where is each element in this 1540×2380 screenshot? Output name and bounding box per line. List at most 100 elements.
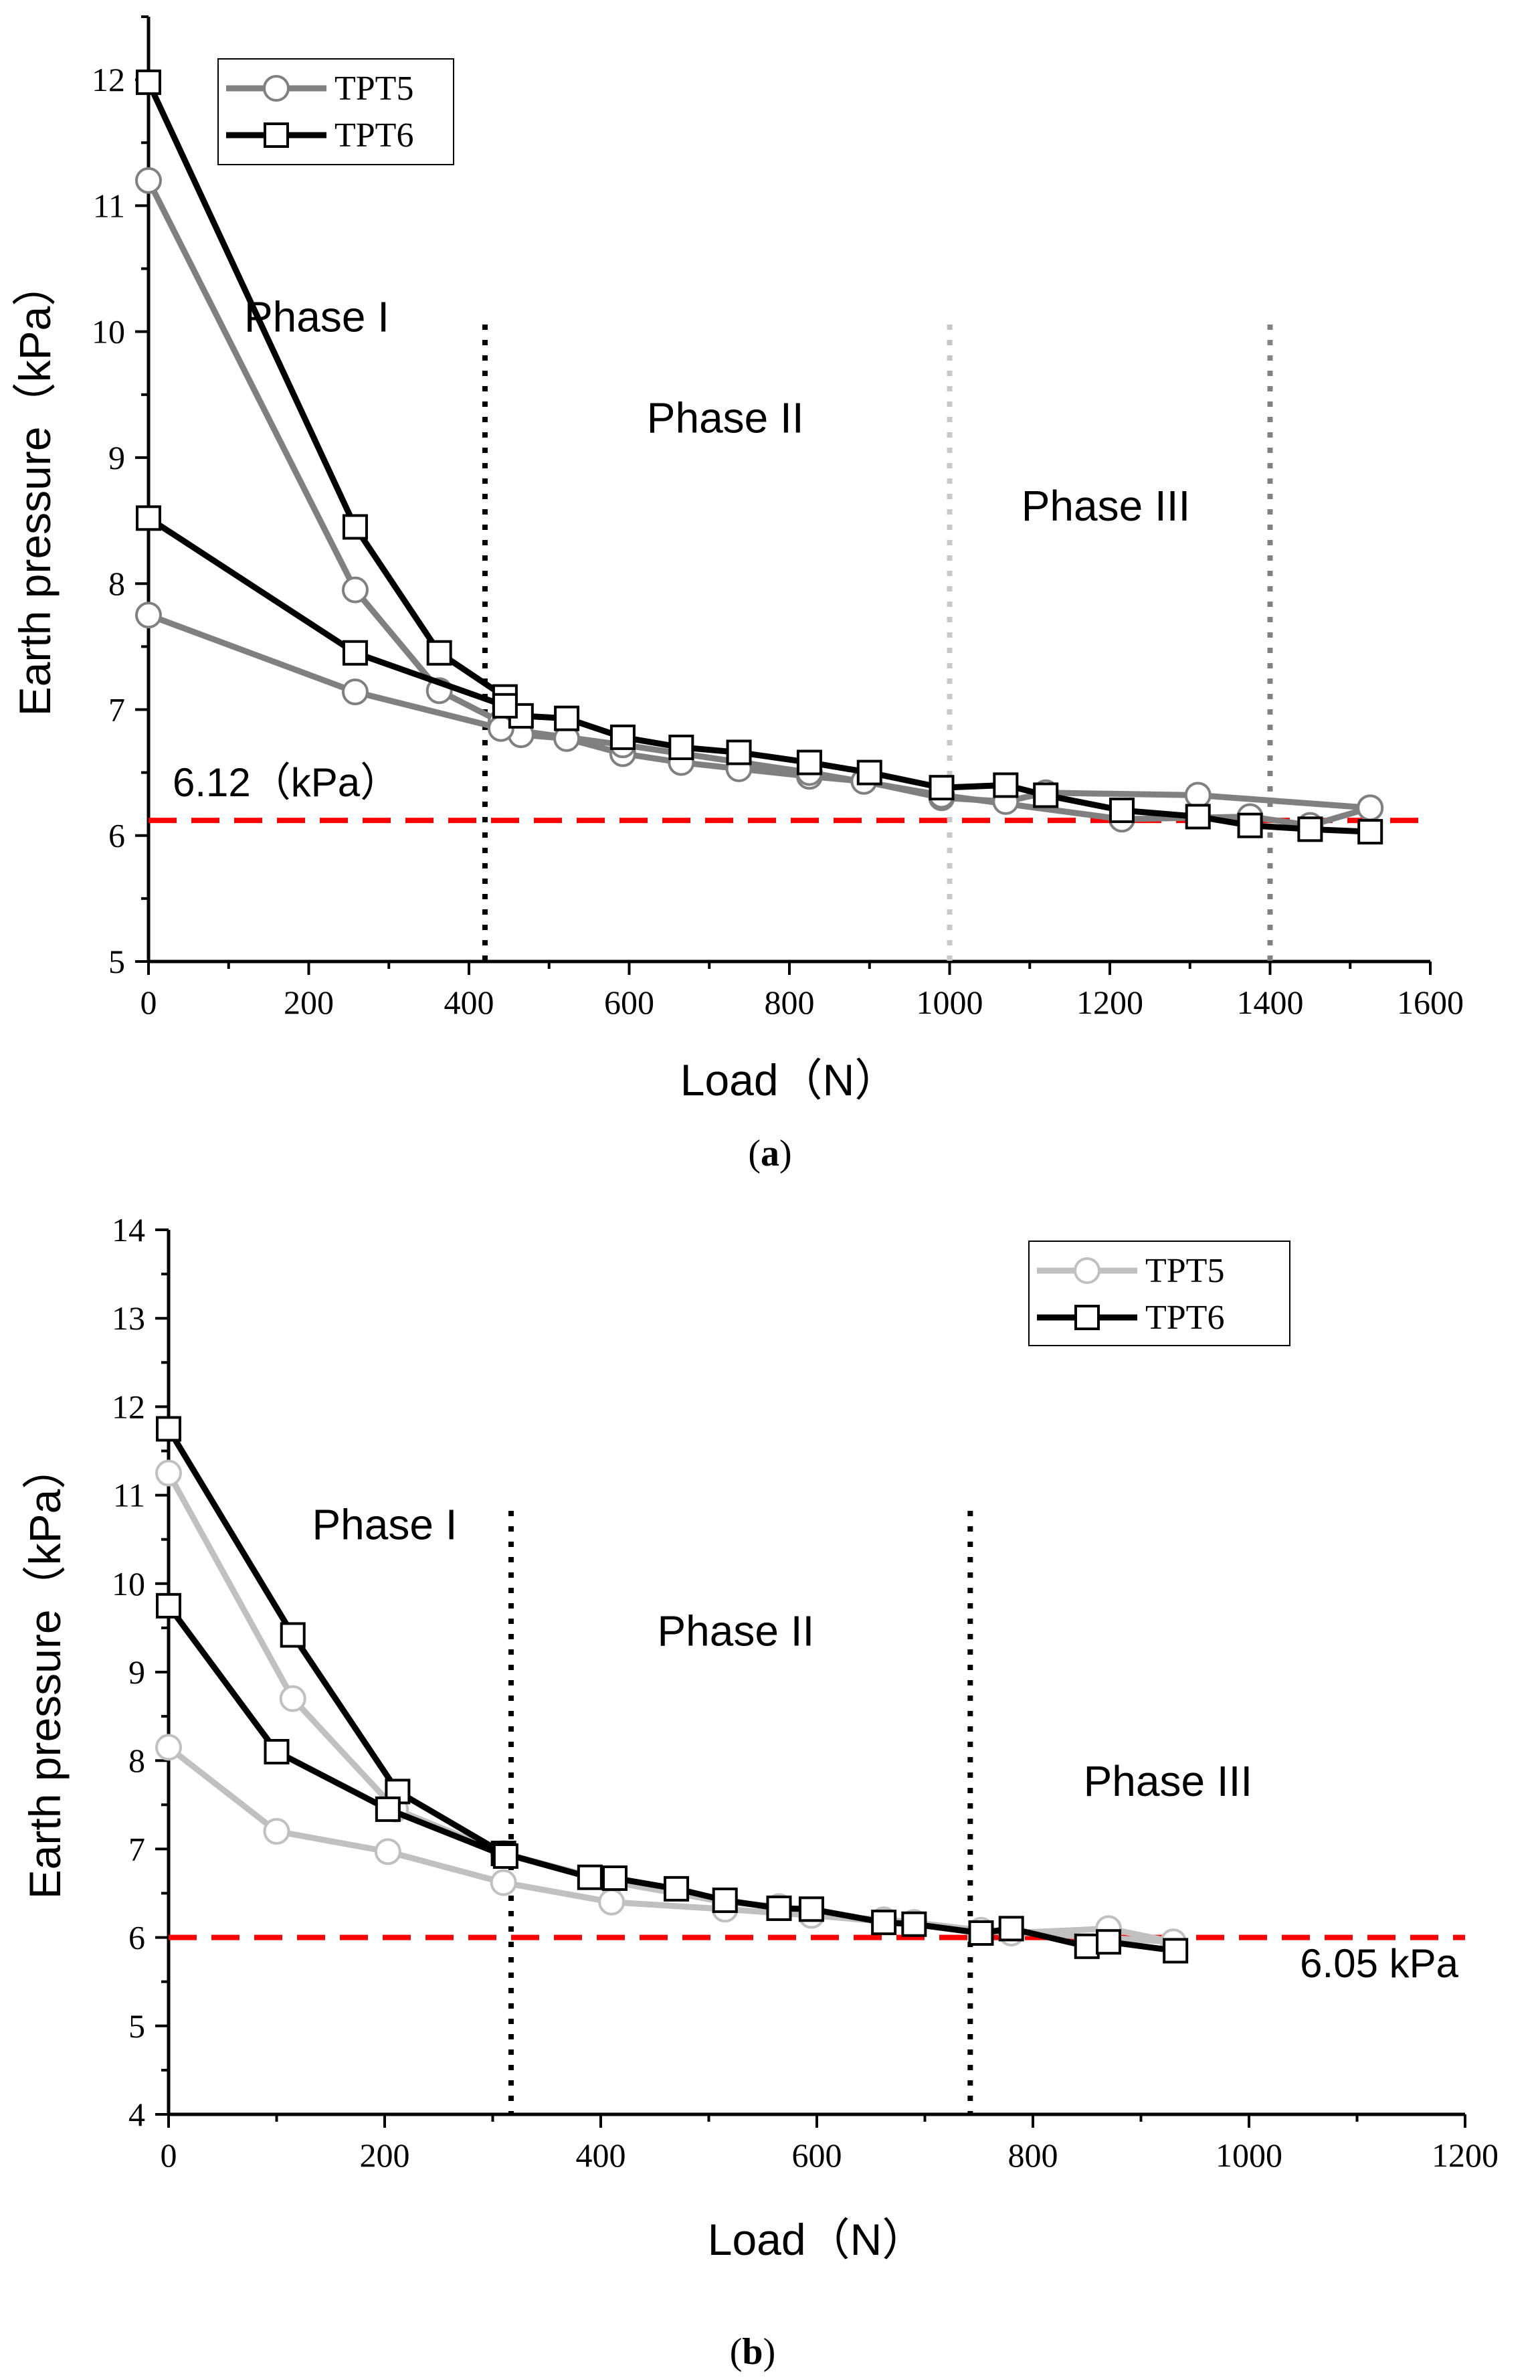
data-point (1096, 1929, 1122, 1955)
data-point (279, 1685, 306, 1712)
phase-label: Phase III (1084, 1757, 1253, 1805)
y-tick-label: 13 (112, 1299, 145, 1337)
data-point (1033, 782, 1059, 808)
legend: TPT5 TPT6 (1028, 1241, 1290, 1346)
data-point (1237, 812, 1263, 838)
x-axis-label: Load（N） (680, 1055, 899, 1105)
data-point (1074, 1305, 1100, 1330)
x-tick-label: 1600 (1397, 984, 1464, 1021)
x-tick-label: 600 (604, 984, 654, 1021)
data-point (598, 1888, 625, 1916)
data-point (1074, 1257, 1100, 1284)
legend-entry: TPT6 (334, 116, 413, 155)
data-point (136, 69, 161, 95)
series-TPT6 (136, 69, 1383, 845)
data-point (263, 75, 290, 102)
legend-box (217, 58, 454, 165)
panel-b: 0 200 400 600 800 1000 1200 4 5 6 7 8 9 10 11 12 13 14 Loa… (20, 1211, 1499, 2264)
x-tick-label: 0 (161, 2136, 177, 2174)
panel-a: 0 200 400 600 800 1000 1200 1400 1600 5 6 7 8 9 10 11 12… (10, 15, 1464, 1105)
data-point (798, 1896, 824, 1922)
caption-a: (a) (748, 1133, 791, 1174)
legend: TPT5 TPT6 (217, 58, 454, 165)
data-point (712, 1888, 738, 1914)
phase-label: Phase III (1022, 482, 1191, 530)
data-point (280, 1622, 306, 1648)
data-point (1297, 816, 1323, 842)
x-tick-label: 400 (576, 2136, 626, 2174)
data-point (901, 1911, 927, 1937)
data-point (664, 1875, 690, 1902)
phase-label: Phase II (657, 1607, 814, 1655)
data-point (856, 759, 882, 786)
x-tick-label: 800 (765, 984, 815, 1021)
x-tick-label: 800 (1008, 2136, 1058, 2174)
x-tick-label: 400 (444, 984, 494, 1021)
y-tick-label: 11 (93, 187, 125, 224)
x-tick-label: 200 (284, 984, 334, 1021)
y-tick-label: 5 (108, 943, 125, 980)
y-axis-label: Earth pressure（kPa） (20, 1445, 70, 1900)
data-point (375, 1796, 401, 1822)
x-tick-label: 1000 (917, 984, 983, 1021)
data-point (998, 1916, 1024, 1942)
data-point (264, 1738, 290, 1764)
x-tick-label: 1000 (1216, 2136, 1282, 2174)
series-line (145, 179, 1371, 811)
data-point (609, 724, 636, 750)
data-point (1163, 1938, 1189, 1964)
x-tick-label: 200 (360, 2136, 410, 2174)
phase-label: Phase I (312, 1501, 457, 1549)
data-point (796, 749, 822, 775)
series-TPT6 (156, 1416, 1189, 1964)
data-point (135, 602, 162, 629)
y-tick-label: 11 (113, 1477, 145, 1514)
y-tick-label: 5 (128, 2007, 145, 2045)
data-point (341, 678, 369, 706)
y-tick-label: 8 (108, 565, 125, 602)
data-point (601, 1865, 628, 1892)
data-point (993, 772, 1019, 798)
y-tick-label: 10 (112, 1565, 145, 1603)
data-point (342, 640, 368, 666)
x-axis-label: Load（N） (708, 2215, 927, 2264)
y-tick-label: 8 (128, 1742, 145, 1779)
data-point (929, 775, 955, 801)
y-tick-label: 10 (92, 313, 125, 351)
legend-entry: TPT6 (1145, 1299, 1224, 1337)
data-point (766, 1895, 792, 1921)
data-point (156, 1592, 181, 1619)
x-tick-label: 600 (792, 2136, 842, 2174)
caption-b: (b) (730, 2331, 775, 2373)
y-tick-label: 14 (112, 1211, 145, 1249)
y-tick-label: 7 (108, 691, 125, 728)
x-tick-label: 0 (140, 984, 157, 1021)
data-point (490, 1869, 517, 1896)
data-point (554, 705, 580, 731)
data-point (263, 1817, 290, 1845)
x-tick-label: 1400 (1237, 984, 1304, 1021)
data-point (726, 739, 752, 765)
series-line (166, 1604, 507, 1859)
y-tick-label: 12 (92, 61, 125, 98)
data-point (1357, 819, 1383, 845)
y-tick-label: 9 (108, 439, 125, 476)
y-tick-label: 9 (128, 1653, 145, 1691)
series-line (147, 515, 506, 709)
y-tick-label: 12 (112, 1388, 145, 1425)
data-point (871, 1910, 897, 1936)
data-point (426, 640, 452, 666)
data-point (156, 1416, 181, 1442)
x-tick-label: 1200 (1432, 2136, 1499, 2174)
y-tick-label: 6 (108, 817, 125, 854)
data-point (155, 1459, 182, 1487)
data-point (577, 1864, 603, 1890)
y-tick-label: 7 (128, 1830, 145, 1867)
series-TPT5 (135, 167, 1384, 839)
data-point (492, 693, 518, 719)
data-point (1357, 794, 1384, 822)
data-point (135, 167, 162, 194)
data-point (341, 576, 369, 604)
reference-line-label: 6.12（kPa） (173, 760, 400, 805)
